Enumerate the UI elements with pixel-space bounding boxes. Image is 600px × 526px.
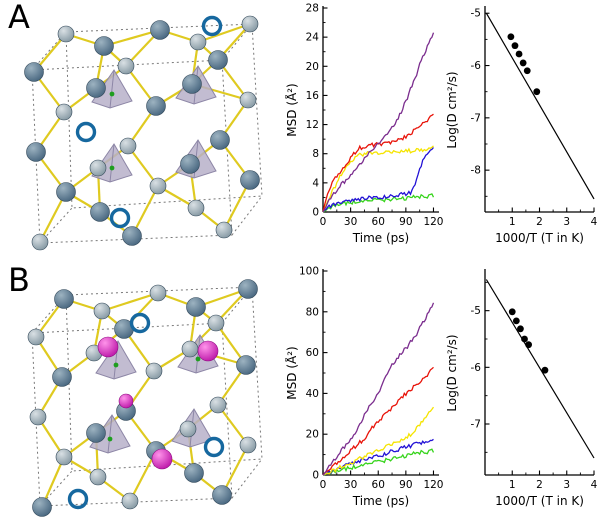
svg-text:3: 3 — [563, 216, 570, 228]
svg-text:1000/T (T in K): 1000/T (T in K) — [495, 494, 584, 508]
svg-text:4: 4 — [591, 479, 598, 491]
crystal-structure-b — [27, 279, 263, 517]
svg-text:40: 40 — [306, 388, 319, 400]
svg-text:0: 0 — [320, 216, 327, 228]
svg-text:120: 120 — [423, 479, 443, 491]
crystal-structure-b-container: B — [0, 261, 285, 526]
msd-chart-a: 0 4 8 12 16 20 24 28 0 30 60 90 120 Time (ps) MSD (Å²) — [285, 3, 443, 246]
svg-text:-5: -5 — [471, 305, 481, 317]
svg-text:80: 80 — [306, 306, 319, 318]
svg-text:-5: -5 — [471, 8, 481, 20]
svg-text:100: 100 — [299, 266, 319, 278]
crystal-structure-a — [24, 15, 263, 251]
svg-text:120: 120 — [423, 216, 443, 228]
svg-text:1000/T (T in K): 1000/T (T in K) — [495, 231, 584, 245]
svg-text:60: 60 — [372, 479, 385, 491]
svg-text:0: 0 — [312, 470, 319, 482]
svg-text:20: 20 — [306, 429, 319, 441]
svg-text:Time (ps): Time (ps) — [352, 494, 409, 508]
panel-a: A 0 4 8 12 16 20 24 28 0 30 60 90 120 Time (ps) MSD (Å… — [0, 0, 598, 263]
svg-text:20: 20 — [306, 61, 319, 73]
svg-text:-7: -7 — [471, 419, 481, 431]
svg-text:60: 60 — [372, 216, 385, 228]
svg-text:3: 3 — [563, 479, 570, 491]
svg-text:1: 1 — [509, 216, 516, 228]
svg-text:Time (ps): Time (ps) — [352, 231, 409, 245]
svg-text:8: 8 — [312, 148, 319, 160]
arrhenius-chart-b: -5 -6 -7 1 2 3 4 1000/T (T in K) Log(D cm²/s) — [445, 269, 598, 508]
svg-text:60: 60 — [306, 347, 319, 359]
crystal-structure-a-container: A — [0, 0, 285, 263]
svg-text:Log(D cm²/s): Log(D cm²/s) — [445, 71, 459, 148]
svg-text:0: 0 — [320, 479, 327, 491]
svg-text:4: 4 — [591, 216, 598, 228]
svg-text:90: 90 — [399, 479, 412, 491]
svg-text:MSD (Å²): MSD (Å²) — [285, 346, 299, 399]
svg-text:90: 90 — [399, 216, 412, 228]
panel-b-label: B — [8, 261, 30, 299]
svg-text:24: 24 — [306, 32, 320, 44]
svg-text:16: 16 — [306, 90, 320, 102]
svg-text:-7: -7 — [471, 112, 481, 124]
svg-text:30: 30 — [344, 479, 357, 491]
svg-text:30: 30 — [344, 216, 357, 228]
arrhenius-chart-a: -5 -6 -7 -8 1 2 3 4 1000/T (T in K) Log(D cm²/s) — [445, 6, 598, 245]
panel-b: B 0 20 40 60 80 100 0 30 60 90 120 Time (ps) MSD (Å²… — [0, 261, 600, 526]
svg-text:28: 28 — [306, 3, 319, 15]
panel-a-label: A — [8, 0, 30, 36]
svg-text:Log(D cm²/s): Log(D cm²/s) — [445, 334, 459, 411]
svg-text:0: 0 — [312, 207, 319, 219]
svg-text:-6: -6 — [471, 362, 482, 374]
svg-text:2: 2 — [536, 479, 543, 491]
svg-text:12: 12 — [306, 119, 319, 131]
svg-text:-8: -8 — [471, 165, 481, 177]
svg-text:2: 2 — [536, 216, 543, 228]
svg-text:1: 1 — [509, 479, 516, 491]
svg-text:MSD (Å²): MSD (Å²) — [285, 83, 299, 136]
svg-text:-6: -6 — [471, 60, 482, 72]
msd-chart-b: 0 20 40 60 80 100 0 30 60 90 120 Time (ps) MSD (Å²) — [285, 266, 443, 509]
svg-text:4: 4 — [312, 177, 319, 189]
